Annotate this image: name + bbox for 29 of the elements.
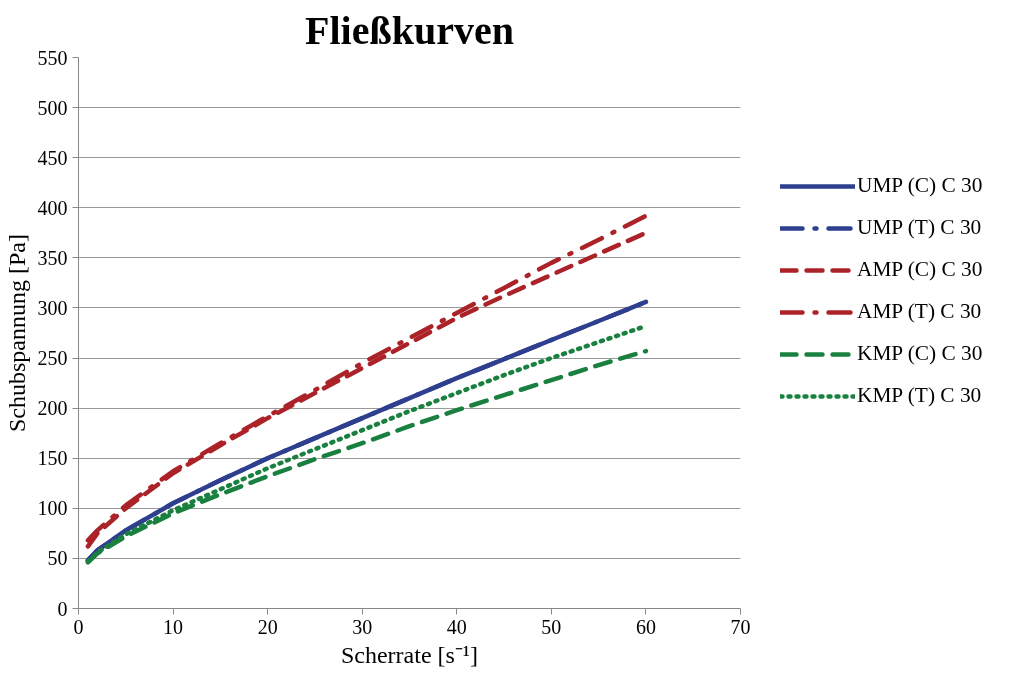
- y-tick-label: 250: [37, 347, 68, 370]
- chart-title: Fließkurven: [305, 7, 514, 53]
- legend-label: AMP (T) C 30: [857, 299, 982, 324]
- x-tick-label: 30: [352, 615, 373, 638]
- y-tick-label: 100: [37, 497, 68, 520]
- y-tick-label: 550: [37, 46, 68, 69]
- x-tick-label: 20: [257, 615, 278, 638]
- y-tick-label: 500: [37, 96, 68, 119]
- y-tick-label: 150: [37, 447, 68, 470]
- x-tick-label: 70: [730, 615, 751, 638]
- y-tick-label: 200: [37, 397, 68, 420]
- y-axis-title: Schubspannung [Pa]: [3, 234, 30, 432]
- x-tick-label: 60: [635, 615, 656, 638]
- x-axis-title: Scherrate [s⁻¹]: [340, 641, 479, 668]
- legend-label: KMP (T) C 30: [857, 383, 982, 408]
- x-tick-label: 0: [73, 615, 84, 638]
- x-tick-label: 40: [446, 615, 467, 638]
- y-tick-label: 300: [37, 296, 68, 319]
- legend-label: AMP (C) C 30: [857, 257, 983, 282]
- legend-label: UMP (C) C 30: [857, 173, 983, 198]
- y-tick-label: 350: [37, 246, 68, 269]
- legend-label: KMP (C) C 30: [857, 341, 983, 366]
- x-tick-label: 50: [541, 615, 562, 638]
- legend-label: UMP (T) C 30: [857, 215, 982, 240]
- y-tick-label: 400: [37, 196, 68, 219]
- x-tick-label: 10: [163, 615, 184, 638]
- y-tick-label: 450: [37, 146, 68, 169]
- y-tick-label: 50: [47, 547, 68, 570]
- y-tick-label: 0: [57, 597, 68, 620]
